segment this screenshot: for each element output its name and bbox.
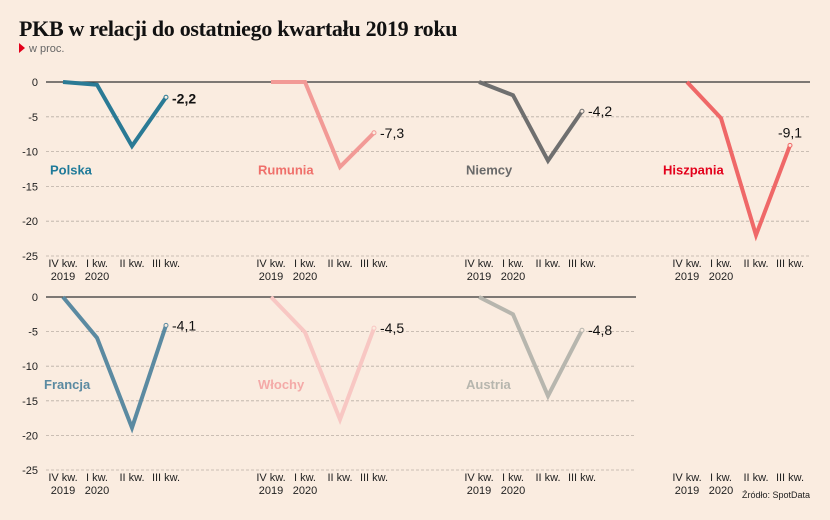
x-tick-label: 2019 bbox=[675, 485, 699, 497]
x-tick-label: III kw. bbox=[360, 258, 388, 270]
y-tick-label: -10 bbox=[22, 147, 38, 159]
country-label: Włochy bbox=[258, 377, 305, 392]
x-tick-label: 2020 bbox=[293, 271, 317, 283]
country-label: Francja bbox=[44, 377, 91, 392]
y-tick-label: -15 bbox=[22, 181, 38, 193]
x-tick-label: IV kw. bbox=[256, 472, 285, 484]
x-tick-label: 2020 bbox=[709, 485, 733, 497]
x-tick-label: 2020 bbox=[85, 271, 109, 283]
country-label: Hiszpania bbox=[663, 163, 724, 178]
series-line-rumunia bbox=[271, 80, 376, 171]
x-tick-label: III kw. bbox=[568, 258, 596, 270]
x-tick-label: I kw. bbox=[502, 472, 524, 484]
x-tick-label: I kw. bbox=[710, 472, 732, 484]
play-triangle-icon bbox=[19, 43, 25, 53]
x-tick-label: I kw. bbox=[86, 472, 108, 484]
y-tick-label: -15 bbox=[22, 396, 38, 408]
x-tick-label: 2020 bbox=[293, 485, 317, 497]
chart-title: PKB w relacji do ostatniego kwartału 201… bbox=[19, 16, 458, 41]
value-label: -4,2 bbox=[588, 103, 612, 119]
country-label: Rumunia bbox=[258, 163, 314, 178]
x-tick-label: I kw. bbox=[86, 258, 108, 270]
x-tick-label: II kw. bbox=[743, 472, 768, 484]
series-line-polska bbox=[62, 80, 168, 150]
x-tick-label: IV kw. bbox=[48, 472, 77, 484]
unit-label: w proc. bbox=[29, 43, 65, 55]
value-label: -4,8 bbox=[588, 322, 612, 338]
country-label: Austria bbox=[466, 377, 512, 392]
x-tick-label: II kw. bbox=[535, 258, 560, 270]
y-tick-label: -20 bbox=[22, 216, 38, 228]
x-tick-label: III kw. bbox=[152, 258, 180, 270]
country-label: Polska bbox=[50, 163, 93, 178]
source-note: Źródło: SpotData bbox=[741, 490, 810, 500]
value-label: -4,1 bbox=[172, 317, 196, 333]
end-point-marker bbox=[579, 327, 585, 333]
series-line-niemcy bbox=[478, 80, 584, 165]
x-tick-label: I kw. bbox=[294, 472, 316, 484]
series-line-austria bbox=[478, 295, 584, 401]
x-tick-label: 2019 bbox=[467, 271, 491, 283]
end-point-marker bbox=[163, 322, 169, 328]
x-tick-label: I kw. bbox=[710, 258, 732, 270]
x-tick-label: III kw. bbox=[776, 472, 804, 484]
x-tick-label: 2019 bbox=[51, 271, 75, 283]
x-tick-label: II kw. bbox=[119, 258, 144, 270]
x-tick-label: 2019 bbox=[51, 485, 75, 497]
x-tick-label: II kw. bbox=[327, 472, 352, 484]
x-tick-label: 2019 bbox=[259, 485, 283, 497]
series-line-hiszpania bbox=[685, 80, 792, 242]
y-tick-label: -5 bbox=[28, 112, 38, 124]
x-tick-label: II kw. bbox=[743, 258, 768, 270]
end-point-marker bbox=[371, 130, 377, 136]
series-line-francja bbox=[61, 295, 168, 434]
series-line-włochy bbox=[269, 295, 376, 426]
x-tick-label: 2020 bbox=[501, 271, 525, 283]
y-tick-label: -20 bbox=[22, 430, 38, 442]
x-tick-label: III kw. bbox=[568, 472, 596, 484]
x-tick-label: II kw. bbox=[119, 472, 144, 484]
x-tick-label: III kw. bbox=[360, 472, 388, 484]
end-point-marker bbox=[787, 142, 793, 148]
x-tick-label: IV kw. bbox=[48, 258, 77, 270]
end-point-marker bbox=[163, 94, 169, 100]
end-point-marker bbox=[579, 108, 585, 114]
x-tick-label: IV kw. bbox=[464, 472, 493, 484]
x-tick-label: IV kw. bbox=[672, 258, 701, 270]
value-label: -9,1 bbox=[778, 124, 802, 140]
x-tick-label: II kw. bbox=[327, 258, 352, 270]
x-tick-label: IV kw. bbox=[672, 472, 701, 484]
y-tick-label: 0 bbox=[32, 292, 38, 304]
x-tick-label: 2019 bbox=[467, 485, 491, 497]
x-tick-label: 2019 bbox=[259, 271, 283, 283]
x-tick-label: II kw. bbox=[535, 472, 560, 484]
x-tick-label: III kw. bbox=[776, 258, 804, 270]
y-tick-label: -5 bbox=[28, 327, 38, 339]
x-tick-label: III kw. bbox=[152, 472, 180, 484]
value-label: -4,5 bbox=[380, 320, 404, 336]
y-tick-label: -10 bbox=[22, 361, 38, 373]
x-tick-label: 2020 bbox=[501, 485, 525, 497]
chart-subtitle: w proc. bbox=[19, 43, 64, 55]
x-tick-label: IV kw. bbox=[464, 258, 493, 270]
x-tick-label: 2020 bbox=[85, 485, 109, 497]
x-tick-label: IV kw. bbox=[256, 258, 285, 270]
value-label: -7,3 bbox=[380, 125, 404, 141]
x-tick-label: 2019 bbox=[675, 271, 699, 283]
y-tick-label: -25 bbox=[22, 465, 38, 477]
x-tick-label: 2020 bbox=[709, 271, 733, 283]
y-tick-label: 0 bbox=[32, 77, 38, 89]
x-tick-label: I kw. bbox=[502, 258, 524, 270]
end-point-marker bbox=[371, 325, 377, 331]
x-tick-label: I kw. bbox=[294, 258, 316, 270]
value-label: -2,2 bbox=[172, 90, 196, 106]
country-label: Niemcy bbox=[466, 163, 513, 178]
y-tick-label: -25 bbox=[22, 251, 38, 263]
